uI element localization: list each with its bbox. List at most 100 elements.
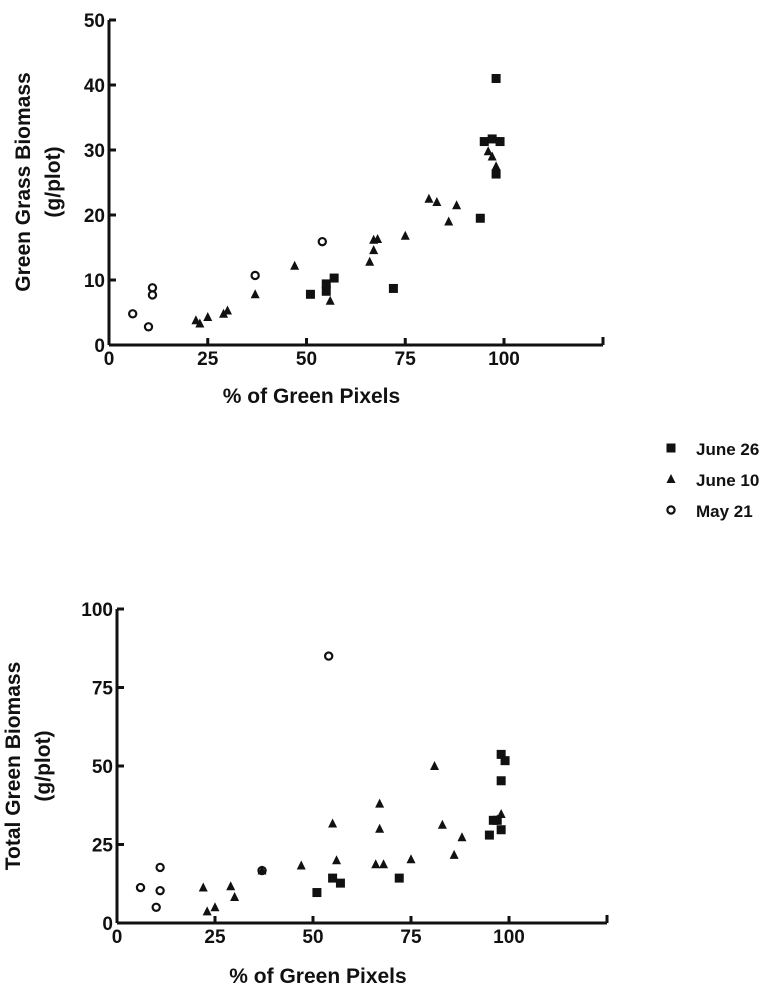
data-point xyxy=(424,193,434,203)
data-point xyxy=(323,651,334,661)
data-point xyxy=(444,216,454,226)
data-point xyxy=(312,888,322,898)
top-scatter-plot: 0 10 20 30 40 50 0 25 50 75 100 % of Green Pixels Gr… xyxy=(12,11,605,408)
data-point xyxy=(155,862,165,873)
data-point xyxy=(230,891,240,901)
data-point xyxy=(475,213,485,223)
data-point xyxy=(491,167,501,177)
data-point xyxy=(375,823,385,833)
data-point xyxy=(496,809,506,819)
data-point xyxy=(496,776,506,786)
data-point xyxy=(388,283,398,293)
x-tick-label: 75 xyxy=(395,349,417,370)
data-point xyxy=(290,260,300,270)
data-point xyxy=(151,902,161,913)
data-point xyxy=(369,245,379,255)
data-point xyxy=(219,308,229,318)
data-point xyxy=(198,882,208,892)
y-tick-label: 20 xyxy=(84,206,105,227)
data-point xyxy=(257,865,267,876)
x-tick-label: 50 xyxy=(296,349,317,370)
y-tick-label: 0 xyxy=(102,914,113,935)
y-tick-label: 25 xyxy=(92,836,114,857)
data-point xyxy=(449,849,459,859)
data-point xyxy=(135,882,146,893)
data-point xyxy=(296,860,306,870)
data-point xyxy=(432,197,442,206)
data-point xyxy=(335,878,345,888)
y-tick-label: 50 xyxy=(84,11,105,32)
data-point xyxy=(430,761,440,770)
data-point xyxy=(491,74,501,83)
data-point xyxy=(147,283,158,293)
x-axis-title: % of Green Pixels xyxy=(223,385,400,408)
data-point xyxy=(491,161,501,171)
data-point xyxy=(321,286,331,296)
data-point xyxy=(143,322,154,332)
data-point xyxy=(250,270,260,281)
data-point xyxy=(394,873,404,883)
x-tick-label: 100 xyxy=(488,349,520,370)
data-point xyxy=(373,234,383,244)
data-point xyxy=(250,289,260,299)
data-point xyxy=(483,146,493,156)
y-tick-label: 75 xyxy=(92,679,114,700)
data-point xyxy=(371,859,381,869)
data-point xyxy=(155,885,165,896)
data-point xyxy=(226,881,236,891)
data-point xyxy=(321,279,331,289)
y-axis-title-line: (g/plot) xyxy=(42,146,65,217)
legend-label: June 26 xyxy=(696,440,759,459)
data-point xyxy=(452,200,462,210)
data-point xyxy=(365,256,375,266)
data-point xyxy=(210,902,220,912)
series-may-21 xyxy=(135,651,334,913)
y-axis-title-line: Total Green Biomass xyxy=(2,662,25,871)
x-tick-label: 100 xyxy=(493,927,525,948)
data-point xyxy=(487,151,497,161)
y-tick-label: 50 xyxy=(92,757,113,778)
data-point xyxy=(305,289,315,299)
data-point xyxy=(329,273,339,283)
x-tick-label: 25 xyxy=(197,349,219,370)
x-tick-label: 75 xyxy=(400,927,422,948)
data-point xyxy=(484,830,494,840)
x-axis-title: % of Green Pixels xyxy=(229,965,406,988)
data-point xyxy=(202,906,212,916)
data-point xyxy=(375,798,385,808)
x-tick-label: 25 xyxy=(204,927,226,948)
data-point xyxy=(328,873,338,883)
data-point xyxy=(203,312,213,322)
series-june-26 xyxy=(305,74,505,299)
y-tick-label: 10 xyxy=(84,271,105,292)
data-point xyxy=(495,137,505,147)
data-point xyxy=(379,859,389,869)
data-point xyxy=(496,749,506,759)
data-point xyxy=(487,134,497,144)
legend-marker-triangle xyxy=(666,474,676,483)
y-tick-label: 40 xyxy=(84,76,105,97)
data-point xyxy=(406,854,416,864)
data-point xyxy=(195,318,205,328)
legend: June 26 June 10 May 21 xyxy=(666,440,759,521)
y-tick-label: 100 xyxy=(81,600,113,621)
series-june-10 xyxy=(191,146,501,328)
x-tick-label: 50 xyxy=(302,927,323,948)
data-point xyxy=(496,825,506,835)
data-point xyxy=(223,305,232,315)
data-point xyxy=(500,756,510,766)
x-tick-label: 0 xyxy=(104,349,115,370)
y-tick-label: 30 xyxy=(84,141,105,162)
legend-marker-square xyxy=(666,443,676,453)
data-point xyxy=(127,309,138,319)
legend-marker-circle xyxy=(666,505,676,515)
bottom-scatter-plot: 0 25 50 75 100 0 25 50 75 100 % of Green Pixels Tot… xyxy=(2,600,609,988)
legend-label: May 21 xyxy=(696,502,753,521)
series-june-10 xyxy=(198,761,506,916)
y-axis-title-line: (g/plot) xyxy=(32,730,55,801)
data-point xyxy=(437,819,447,829)
data-point xyxy=(317,236,327,247)
x-tick-label: 0 xyxy=(112,927,123,948)
y-axis-title-line: Green Grass Biomass xyxy=(12,72,35,291)
